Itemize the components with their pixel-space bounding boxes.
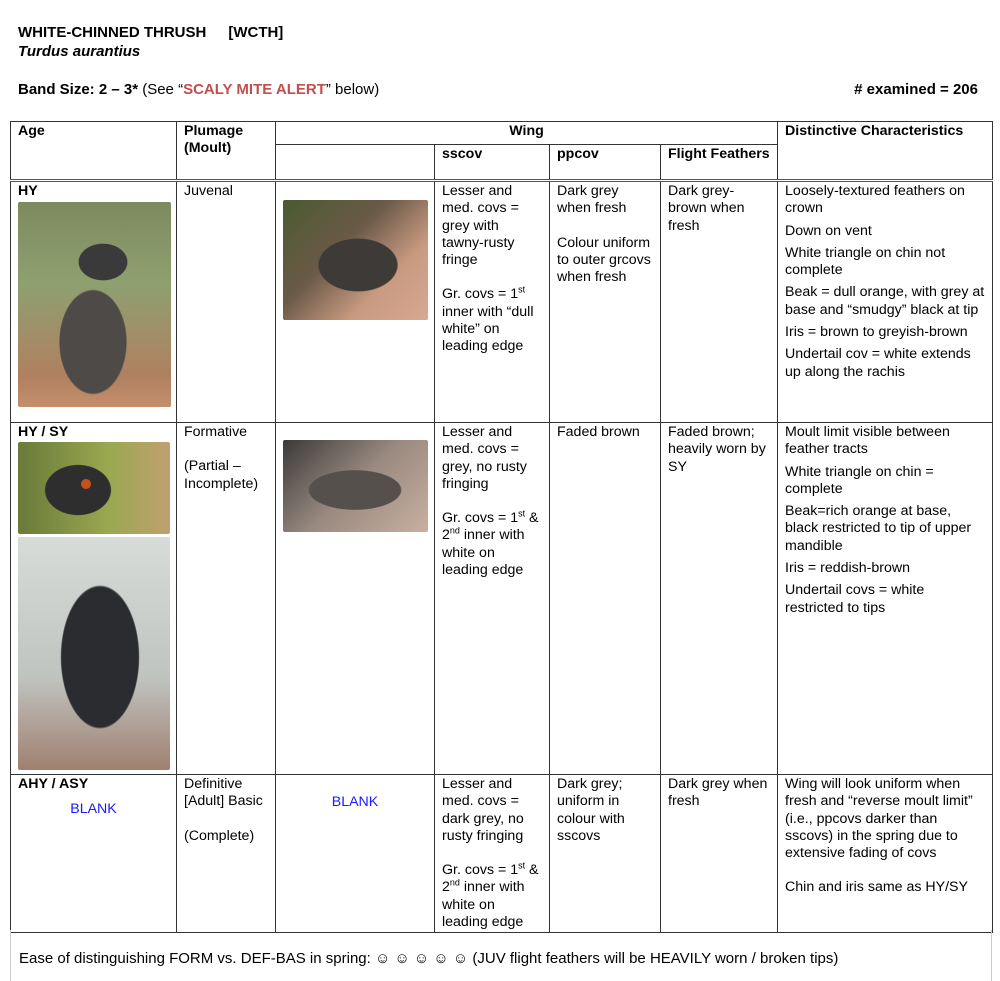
plumage-text: Definitive [Adult] Basic — [184, 776, 263, 810]
header-flight: Flight Feathers — [659, 144, 779, 182]
flight-text: Dark grey-brown when fresh — [668, 183, 745, 234]
ppcov-text: Dark grey; uniform in colour with sscovs — [557, 776, 625, 844]
plumage-text: Juvenal — [184, 183, 233, 199]
distinctive-item: Down on vent — [785, 222, 872, 239]
table-row: HY / SY Formative (Partial – Incomplete) … — [10, 422, 994, 775]
plumage-text: (Complete) — [184, 827, 255, 844]
plumage-text: Formative — [184, 424, 248, 440]
scientific-name: Turdus aurantius — [18, 43, 141, 60]
footer-text: Ease of distinguishing FORM vs. DEF-BAS … — [19, 950, 839, 967]
distinctive-item: White triangle on chin = complete — [785, 463, 934, 497]
hy-sy-head-photo — [18, 442, 170, 535]
blank-wing-placeholder: BLANK — [331, 794, 379, 810]
sscov-lesser: Lesser and med. covs = dark grey, no rus… — [442, 776, 524, 844]
hy-sy-wing-photo — [283, 440, 428, 532]
age-label: HY — [18, 183, 38, 199]
distinctive-item: Undertail cov = white extends up along t… — [785, 346, 971, 380]
blank-photo-placeholder: BLANK — [70, 801, 117, 818]
sscov-lesser: Lesser and med. covs = grey, no rusty fr… — [442, 424, 527, 492]
ppcov-text: Colour uniform to outer grcovs when fres… — [557, 234, 651, 286]
ageing-table: Age Plumage (Moult) Wing Distinctive Cha… — [10, 121, 994, 934]
table-row: HY Juvenal Lesser and med. covs = grey w… — [10, 179, 994, 423]
sscov-lesser: Lesser and med. covs = grey with tawny-r… — [442, 183, 519, 269]
distinctive-item: Iris = brown to greyish-brown — [785, 324, 968, 341]
ppcov-text: Faded brown — [557, 424, 640, 440]
hy-wing-photo — [283, 200, 428, 320]
band-label: Band Size: 2 – 3* — [18, 81, 139, 98]
distinctive-item: Beak=rich orange at base, black restrict… — [785, 503, 972, 554]
sscov-greater: Gr. covs = 1st inner with “dull white” o… — [442, 284, 534, 355]
species-code: [WCTH] — [228, 24, 284, 41]
header-wing: Wing — [274, 121, 779, 145]
sscov-greater: Gr. covs = 1st & 2nd inner with white on… — [442, 508, 539, 579]
footer-note: Ease of distinguishing FORM vs. DEF-BAS … — [10, 930, 992, 981]
band-note-pre: (See “ — [138, 81, 184, 98]
flight-text: Faded brown; heavily worn by SY — [668, 424, 766, 475]
hy-sy-body-photo — [18, 537, 170, 771]
band-size: Band Size: 2 – 3* (See “SCALY MITE ALERT… — [18, 81, 379, 98]
age-label: HY / SY — [18, 424, 69, 440]
ppcov-text: Dark grey when fresh — [557, 183, 627, 217]
age-label: AHY / ASY — [18, 776, 89, 792]
header-ppcov: ppcov — [549, 144, 661, 182]
header-wing-photo — [275, 144, 435, 182]
distinctive-item: Iris = reddish-brown — [785, 560, 911, 577]
distinctive-item: Moult limit visible between feather trac… — [785, 424, 950, 458]
distinctive-item: White triangle on chin not complete — [785, 244, 946, 279]
distinctive-item: Beak = dull orange, with grey at base an… — [785, 284, 985, 318]
header-plumage: Plumage (Moult) — [176, 121, 276, 181]
distinctive-item: Chin and iris same as HY/SY — [785, 879, 968, 896]
header-sscov: sscov — [434, 144, 550, 182]
distinctive-item: Undertail covs = white restricted to tip… — [785, 582, 925, 616]
flight-text: Dark grey when fresh — [668, 776, 768, 810]
common-name: WHITE-CHINNED THRUSH — [18, 24, 207, 41]
distinctive-item: Loosely-textured feathers on crown — [785, 183, 965, 217]
distinctive-item: Wing will look uniform when fresh and “r… — [785, 776, 973, 862]
species-title: WHITE-CHINNED THRUSH [WCTH] — [18, 24, 283, 41]
plumage-text: (Partial – Incomplete) — [184, 458, 259, 492]
scaly-mite-alert: SCALY MITE ALERT — [183, 81, 326, 98]
header-distinctive: Distinctive Characteristics — [777, 121, 994, 181]
hy-bird-photo — [18, 202, 171, 408]
sscov-greater: Gr. covs = 1st & 2nd inner with white on… — [442, 860, 539, 931]
header-age: Age — [10, 121, 177, 181]
table-row: AHY / ASY BLANK Definitive [Adult] Basic (… — [10, 773, 994, 934]
examined-count: # examined = 206 — [854, 81, 978, 98]
band-note-post: ” below) — [325, 81, 380, 98]
